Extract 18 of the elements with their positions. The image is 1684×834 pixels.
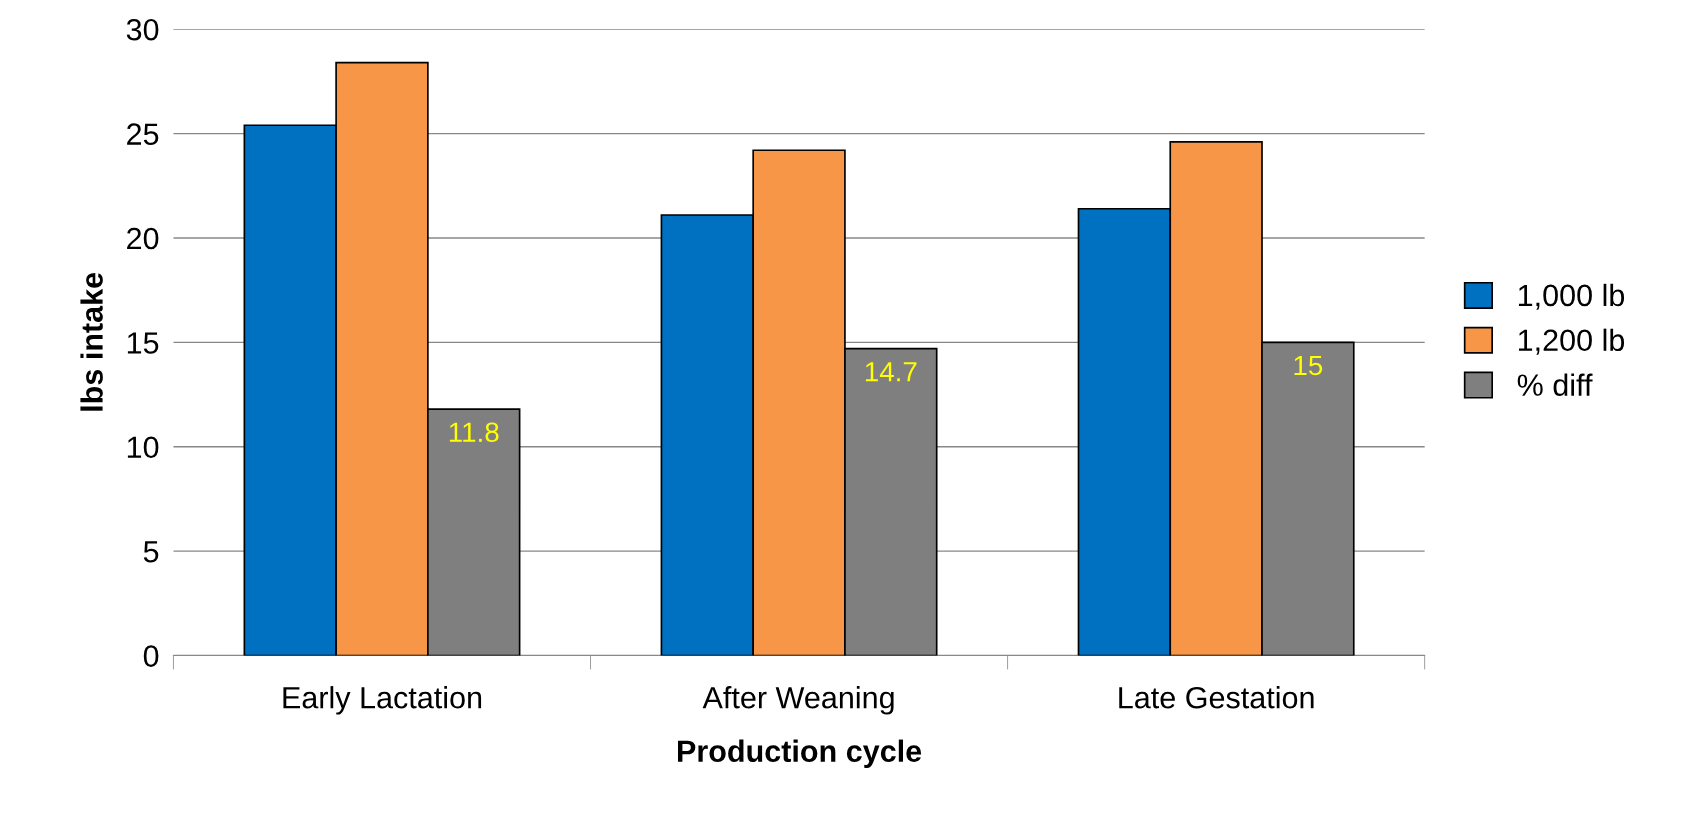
legend-label: 1,000 lb <box>1518 283 1625 310</box>
y-tick-label: 5 <box>143 541 159 563</box>
x-axis-title: Production cycle <box>678 739 922 769</box>
data-label: 11.8 <box>449 422 499 443</box>
y-tick-label: 20 <box>127 227 159 250</box>
x-tick-label: After Weaning <box>702 686 894 715</box>
y-tick-label: 10 <box>127 436 159 459</box>
y-tick-label: 15 <box>127 332 159 354</box>
x-tick-label: Early Lactation <box>283 686 482 715</box>
y-tick-label: 0 <box>143 645 159 667</box>
legend-label: 1,200 lb <box>1518 328 1625 355</box>
y-tick-label: 30 <box>126 18 159 41</box>
y-axis-title: lbs intake <box>80 272 103 411</box>
legend-label: % diff <box>1517 373 1593 396</box>
data-label: 15 <box>1294 355 1323 376</box>
data-label: 14.7 <box>865 362 917 382</box>
x-tick-label: Late Gestation <box>1119 686 1314 709</box>
y-tick-label: 25 <box>127 123 159 145</box>
